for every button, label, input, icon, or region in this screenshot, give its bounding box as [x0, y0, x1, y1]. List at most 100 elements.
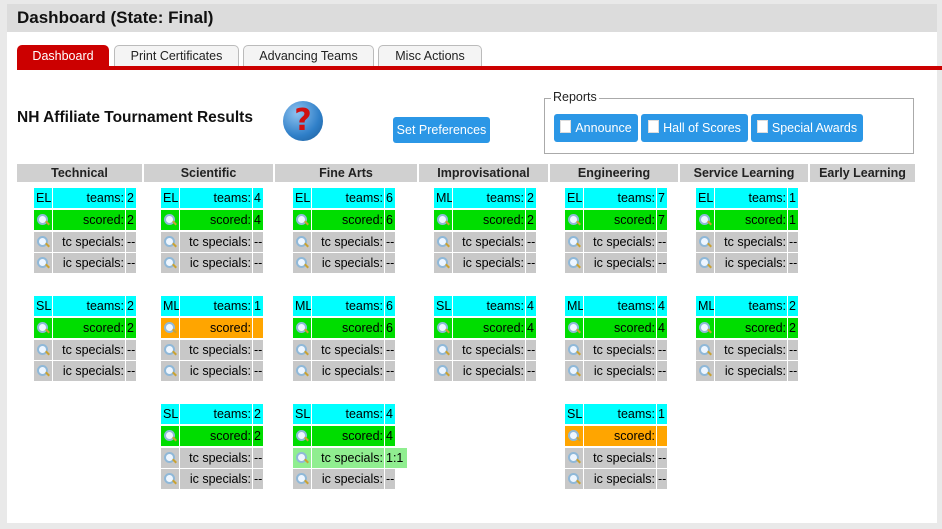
magnifier-icon[interactable]	[34, 231, 52, 252]
magnifier-icon[interactable]	[696, 231, 714, 252]
scored-count: 2	[788, 317, 798, 338]
announce-button[interactable]: Announce	[554, 114, 638, 142]
ic-specials-value: --	[385, 253, 395, 274]
tab-misc-actions[interactable]: Misc Actions	[378, 45, 482, 66]
scored-label: scored:	[312, 425, 384, 446]
magnifier-icon[interactable]	[293, 469, 311, 490]
ic-specials-value: --	[657, 361, 667, 382]
magnifier-icon[interactable]	[434, 253, 452, 274]
magnifier-icon[interactable]	[434, 231, 452, 252]
magnifier-icon[interactable]	[565, 425, 583, 446]
magnifier-icon[interactable]	[161, 253, 179, 274]
scored-label: scored:	[180, 317, 252, 338]
magnifier-icon[interactable]	[161, 447, 179, 468]
ic-specials-label: ic specials:	[453, 361, 525, 382]
magnifier-glyph	[293, 361, 309, 381]
magnifier-icon[interactable]	[565, 447, 583, 468]
magnifier-icon[interactable]	[293, 317, 311, 338]
magnifier-glyph	[696, 361, 712, 381]
magnifier-icon[interactable]	[565, 253, 583, 274]
magnifier-icon[interactable]	[434, 339, 452, 360]
teams-count: 1	[788, 188, 798, 208]
magnifier-icon[interactable]	[293, 253, 311, 274]
magnifier-icon[interactable]	[161, 361, 179, 382]
question-mark-glyph: ?	[294, 103, 312, 138]
magnifier-glyph	[696, 232, 712, 252]
magnifier-icon[interactable]	[161, 469, 179, 490]
help-icon[interactable]: ?	[283, 101, 323, 141]
magnifier-icon[interactable]	[565, 209, 583, 230]
magnifier-glyph	[696, 318, 712, 338]
teams-count: 4	[657, 296, 667, 316]
magnifier-glyph	[565, 318, 581, 338]
special-awards-button[interactable]: Special Awards	[751, 114, 863, 142]
tc-specials-value: --	[657, 339, 667, 360]
magnifier-icon[interactable]	[696, 209, 714, 230]
magnifier-icon[interactable]	[293, 231, 311, 252]
magnifier-icon[interactable]	[293, 361, 311, 382]
teams-count: 6	[385, 188, 395, 208]
magnifier-icon[interactable]	[565, 339, 583, 360]
ic-specials-value: --	[385, 469, 395, 490]
ic-specials-value: --	[526, 361, 536, 382]
magnifier-icon[interactable]	[161, 317, 179, 338]
magnifier-icon[interactable]	[696, 317, 714, 338]
magnifier-icon[interactable]	[293, 447, 311, 468]
ic-specials-label: ic specials:	[584, 361, 656, 382]
magnifier-icon[interactable]	[434, 209, 452, 230]
magnifier-icon[interactable]	[434, 317, 452, 338]
magnifier-icon[interactable]	[565, 469, 583, 490]
reports-fieldset	[544, 98, 914, 154]
teams-label: teams:	[453, 296, 525, 316]
level-label: ML	[434, 188, 452, 208]
magnifier-icon[interactable]	[565, 317, 583, 338]
magnifier-icon[interactable]	[696, 253, 714, 274]
magnifier-icon[interactable]	[565, 361, 583, 382]
magnifier-icon[interactable]	[34, 361, 52, 382]
magnifier-icon[interactable]	[565, 231, 583, 252]
level-label: ML	[293, 296, 311, 316]
magnifier-glyph	[161, 210, 177, 230]
tc-specials-value: --	[526, 231, 536, 252]
tc-specials-value: --	[657, 447, 667, 468]
tab-print-certificates[interactable]: Print Certificates	[114, 45, 239, 66]
magnifier-icon[interactable]	[34, 209, 52, 230]
magnifier-glyph	[434, 210, 450, 230]
scored-label: scored:	[53, 209, 125, 230]
category-header: Engineering	[550, 164, 678, 182]
tc-specials-value: --	[253, 447, 263, 468]
magnifier-icon[interactable]	[161, 209, 179, 230]
magnifier-icon[interactable]	[34, 317, 52, 338]
magnifier-icon[interactable]	[161, 425, 179, 446]
level-label: EL	[34, 188, 52, 208]
magnifier-glyph	[434, 361, 450, 381]
teams-count: 2	[788, 296, 798, 316]
magnifier-icon[interactable]	[34, 339, 52, 360]
magnifier-icon[interactable]	[161, 231, 179, 252]
magnifier-icon[interactable]	[161, 339, 179, 360]
category-header: Technical	[17, 164, 142, 182]
level-label: ML	[565, 296, 583, 316]
magnifier-icon[interactable]	[34, 253, 52, 274]
tc-specials-value: --	[385, 231, 395, 252]
hall-of-scores-button[interactable]: Hall of Scores	[641, 114, 748, 142]
ic-specials-label: ic specials:	[180, 253, 252, 274]
ic-specials-value: --	[657, 253, 667, 274]
tab-dashboard[interactable]: Dashboard	[17, 45, 109, 66]
magnifier-glyph	[293, 448, 309, 468]
magnifier-icon[interactable]	[293, 425, 311, 446]
magnifier-icon[interactable]	[696, 361, 714, 382]
magnifier-icon[interactable]	[434, 361, 452, 382]
tc-specials-value: --	[126, 339, 136, 360]
magnifier-icon[interactable]	[696, 339, 714, 360]
ic-specials-label: ic specials:	[453, 253, 525, 274]
tab-advancing-teams[interactable]: Advancing Teams	[243, 45, 374, 66]
level-label: EL	[161, 188, 179, 208]
magnifier-icon[interactable]	[293, 209, 311, 230]
teams-label: teams:	[584, 296, 656, 316]
magnifier-icon[interactable]	[293, 339, 311, 360]
category-header: Fine Arts	[275, 164, 417, 182]
level-label: EL	[293, 188, 311, 208]
set-preferences-button[interactable]: Set Preferences	[393, 117, 490, 143]
teams-count: 2	[526, 188, 536, 208]
